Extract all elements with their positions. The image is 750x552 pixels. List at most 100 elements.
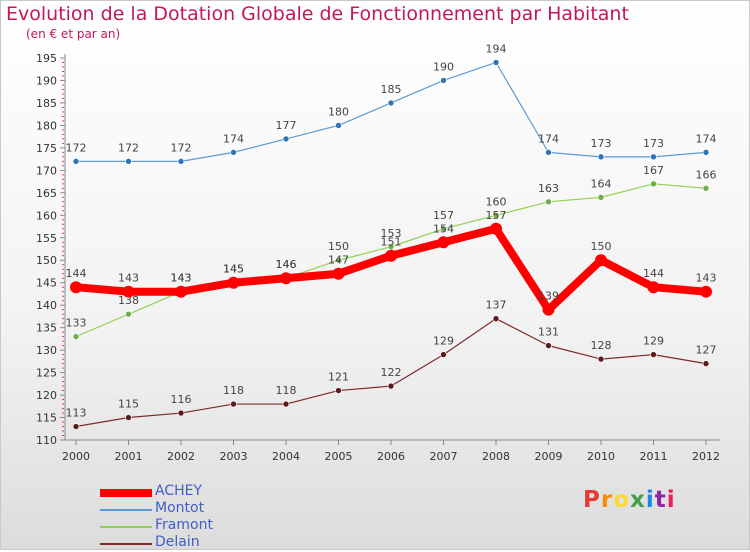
proxiti-logo: Proxiti (583, 487, 676, 513)
logo-letter: x (630, 487, 646, 513)
y-tick-label: 185 (36, 97, 57, 110)
y-tick-label: 120 (36, 389, 57, 402)
data-label-framont: 143 (171, 272, 192, 285)
y-tick-label: 175 (36, 142, 57, 155)
data-point-delain (282, 400, 290, 408)
data-label-framont: 145 (223, 263, 244, 276)
y-tick-label: 190 (36, 74, 57, 87)
data-label-framont: 157 (433, 209, 454, 222)
data-label-montot: 172 (118, 141, 139, 154)
data-label-delain: 127 (696, 344, 717, 357)
data-point-montot (650, 153, 657, 161)
data-label-achey: 154 (433, 222, 454, 235)
y-tick-label: 110 (36, 434, 57, 447)
data-label-framont: 153 (381, 227, 402, 240)
data-point-achey (70, 281, 82, 294)
data-point-montot (230, 149, 237, 156)
data-point-delain (335, 387, 342, 394)
y-tick-label: 195 (36, 52, 57, 65)
data-label-framont: 150 (328, 240, 349, 253)
y-tick-label: 140 (36, 299, 57, 312)
logo-letter: P (583, 487, 601, 513)
data-label-achey: 150 (591, 240, 612, 253)
data-point-achey (385, 249, 397, 262)
legend-swatch (100, 526, 152, 528)
data-point-delain (702, 360, 710, 367)
data-point-montot (702, 149, 710, 156)
y-tick-label: 130 (36, 344, 57, 357)
legend-swatch (100, 489, 152, 497)
data-label-delain: 115 (118, 398, 139, 411)
data-point-achey (700, 285, 712, 298)
data-label-achey: 143 (696, 272, 717, 285)
data-label-achey: 139 (538, 290, 559, 303)
data-label-achey: 144 (643, 267, 664, 280)
data-label-delain: 116 (171, 393, 192, 406)
data-label-achey: 146 (276, 258, 297, 271)
data-label-montot: 173 (591, 137, 612, 150)
data-point-achey (175, 285, 187, 298)
data-point-achey (647, 281, 660, 294)
data-label-framont: 160 (486, 195, 507, 208)
y-tick-label: 170 (36, 164, 57, 177)
data-label-delain: 137 (486, 299, 507, 312)
legend-swatch (100, 543, 152, 545)
data-point-montot (72, 158, 80, 165)
data-point-montot (545, 149, 552, 156)
data-label-delain: 129 (643, 335, 664, 348)
y-tick-label: 165 (36, 187, 57, 200)
legend-item-montot: Montot (100, 500, 300, 518)
data-label-montot: 172 (66, 141, 87, 154)
data-label-achey: 144 (66, 267, 87, 280)
data-label-achey: 157 (486, 209, 507, 222)
legend-label: Delain (155, 534, 200, 550)
x-tick-label: 2003 (220, 450, 248, 463)
logo-letter: r (600, 487, 614, 513)
data-point-delain (492, 315, 500, 322)
data-label-delain: 118 (223, 384, 244, 397)
data-label-achey: 151 (381, 236, 402, 249)
data-point-montot (597, 153, 605, 161)
legend-item-delain: Delain (100, 534, 300, 552)
data-label-montot: 194 (486, 42, 507, 55)
y-tick-label: 125 (36, 367, 57, 380)
data-label-montot: 177 (276, 119, 297, 132)
data-point-framont (335, 256, 342, 264)
data-point-delain (177, 409, 185, 417)
logo-letter: t (654, 487, 667, 513)
logo-letter: i (666, 487, 676, 513)
x-tick-label: 2007 (430, 450, 458, 463)
data-label-montot: 190 (433, 60, 454, 73)
data-point-delain (650, 351, 657, 358)
data-point-framont (72, 333, 80, 340)
legend-label: ACHEY (155, 483, 203, 499)
data-point-montot (335, 122, 342, 129)
data-label-delain: 118 (276, 384, 297, 397)
data-label-montot: 174 (223, 132, 244, 145)
data-point-framont (597, 194, 605, 201)
legend-item-framont: Framont (100, 517, 300, 535)
data-label-framont: 133 (66, 317, 87, 330)
data-label-delain: 113 (66, 407, 87, 420)
data-label-montot: 172 (171, 141, 192, 154)
data-label-montot: 174 (538, 132, 559, 145)
data-label-montot: 180 (328, 105, 349, 118)
data-label-delain: 122 (381, 366, 402, 379)
data-point-framont (545, 198, 552, 206)
data-point-delain (545, 342, 552, 349)
data-point-framont (125, 310, 132, 318)
data-point-delain (230, 400, 237, 408)
data-point-delain (125, 414, 132, 421)
data-label-delain: 128 (591, 339, 612, 352)
data-point-achey (595, 254, 607, 267)
data-point-framont (702, 185, 710, 192)
x-tick-label: 2002 (167, 450, 195, 463)
data-point-framont (650, 180, 657, 188)
data-point-achey (542, 303, 555, 316)
data-label-delain: 129 (433, 335, 454, 348)
y-tick-label: 160 (36, 209, 57, 222)
x-tick-label: 2006 (377, 450, 405, 463)
x-tick-label: 2005 (325, 450, 353, 463)
data-label-framont: 146 (276, 258, 297, 271)
